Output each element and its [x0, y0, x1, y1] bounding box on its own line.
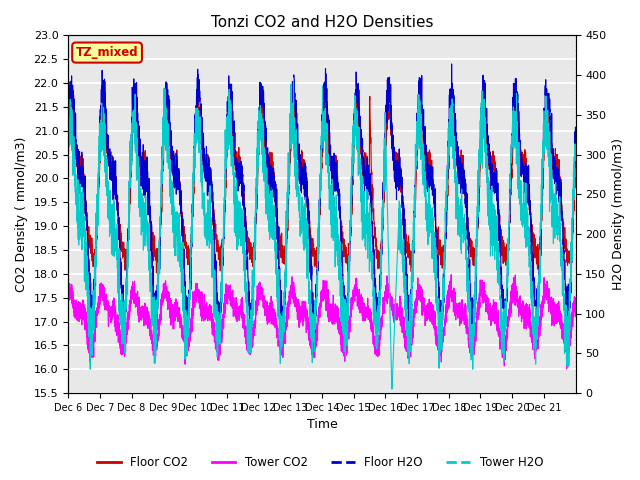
- X-axis label: Time: Time: [307, 419, 337, 432]
- Text: TZ_mixed: TZ_mixed: [76, 46, 138, 59]
- Y-axis label: H2O Density (mmol/m3): H2O Density (mmol/m3): [612, 138, 625, 290]
- Title: Tonzi CO2 and H2O Densities: Tonzi CO2 and H2O Densities: [211, 15, 433, 30]
- Legend: Floor CO2, Tower CO2, Floor H2O, Tower H2O: Floor CO2, Tower CO2, Floor H2O, Tower H…: [92, 452, 548, 474]
- Y-axis label: CO2 Density ( mmol/m3): CO2 Density ( mmol/m3): [15, 136, 28, 292]
